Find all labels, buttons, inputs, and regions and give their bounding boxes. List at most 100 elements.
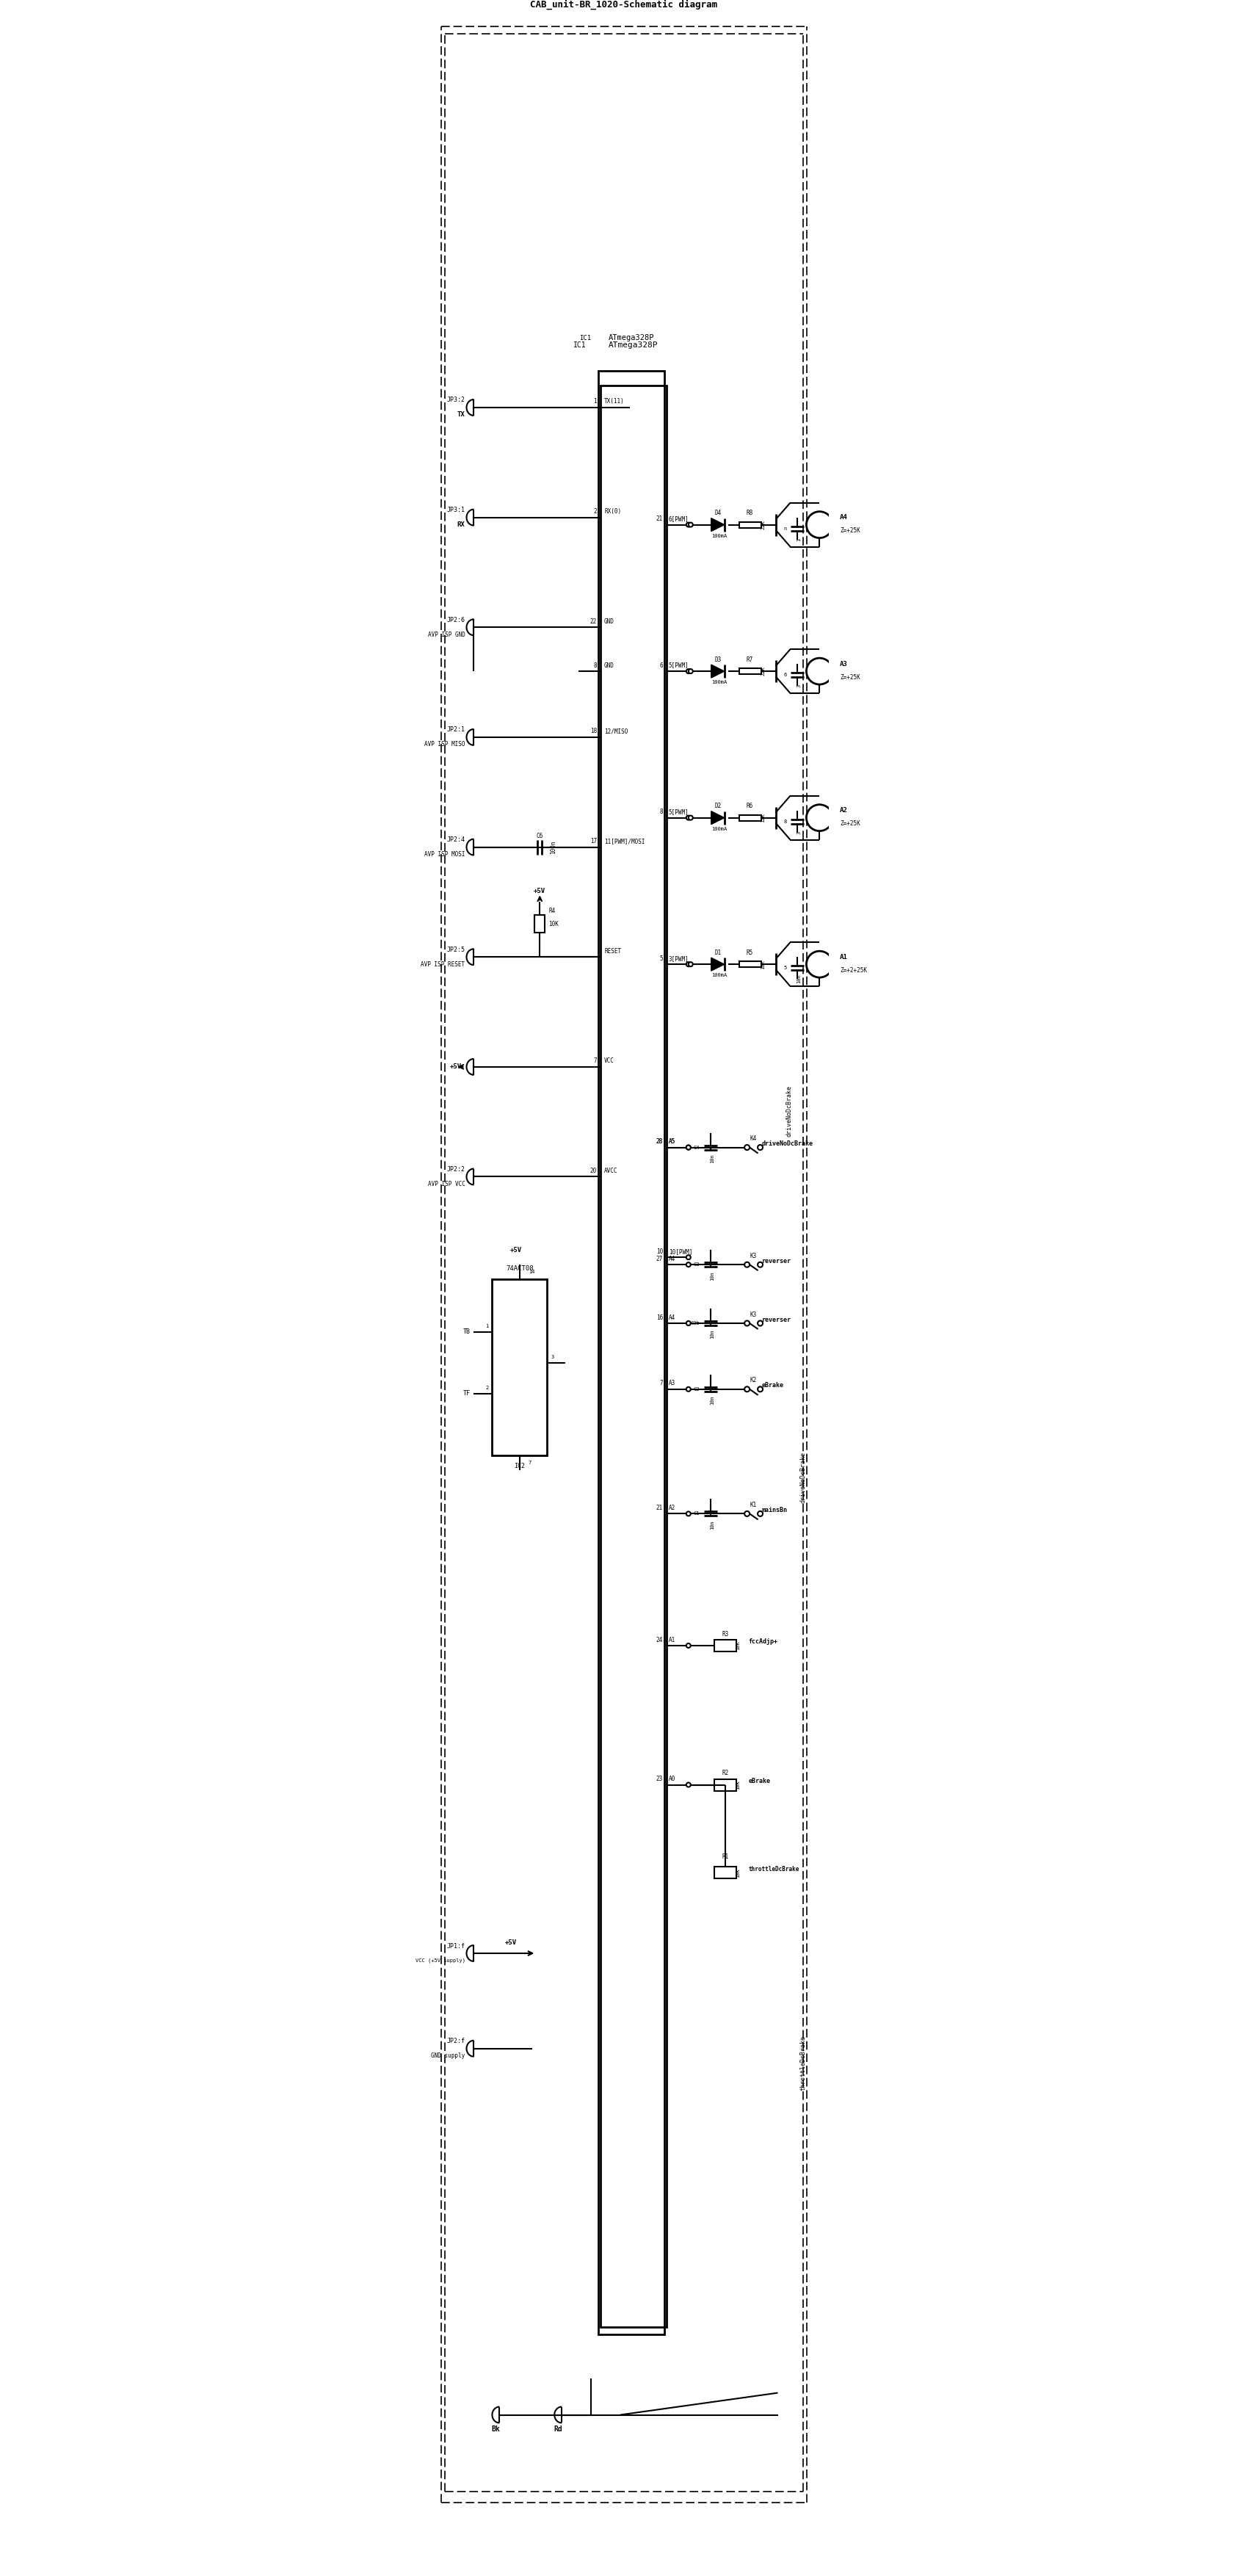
Text: R5: R5: [746, 951, 754, 956]
Text: 1: 1: [485, 1324, 488, 1329]
Text: 10K: 10K: [736, 1780, 740, 1790]
Text: K3: K3: [750, 1252, 758, 1260]
Text: TF: TF: [463, 1391, 470, 1396]
Bar: [598, 371, 664, 2334]
Text: JP2:6: JP2:6: [447, 616, 466, 623]
Text: 14: 14: [528, 1270, 534, 1275]
Text: R1: R1: [721, 1852, 729, 1860]
Text: TX: TX: [457, 412, 466, 417]
Text: 100mA: 100mA: [711, 533, 728, 538]
Text: 3: 3: [550, 1355, 554, 1360]
Text: A2: A2: [840, 806, 847, 814]
Text: 6: 6: [659, 662, 663, 670]
Text: A1: A1: [840, 953, 847, 961]
Text: reverser: reverser: [761, 1316, 791, 1324]
Circle shape: [686, 961, 690, 966]
Text: 100mA: 100mA: [711, 827, 728, 832]
Text: 74ACT08: 74ACT08: [505, 1265, 533, 1273]
Text: 22: 22: [590, 618, 597, 626]
Bar: [739, 961, 761, 966]
Text: AVP ISP MOSI: AVP ISP MOSI: [424, 850, 466, 858]
Text: 8: 8: [784, 819, 786, 824]
Text: 21: 21: [656, 1504, 663, 1512]
Text: RESET: RESET: [604, 948, 622, 953]
Text: A4: A4: [840, 515, 847, 520]
Text: 24: 24: [656, 1636, 663, 1643]
Text: 10n: 10n: [710, 1270, 714, 1280]
Text: R4: R4: [549, 907, 555, 914]
Text: VCC: VCC: [604, 1059, 614, 1064]
Circle shape: [686, 817, 690, 819]
Text: 100mA: 100mA: [711, 974, 728, 976]
Circle shape: [758, 1262, 763, 1267]
Text: TX(11): TX(11): [604, 399, 624, 404]
Text: throttleDcBrake: throttleDcBrake: [749, 1865, 800, 1873]
Text: C3b: C3b: [690, 1321, 699, 1327]
Text: throttleDcBrake: throttleDcBrake: [800, 2035, 806, 2092]
Text: JP2:5: JP2:5: [447, 945, 466, 953]
Bar: [534, 914, 545, 933]
Circle shape: [686, 1321, 690, 1327]
Text: K2: K2: [750, 1378, 758, 1383]
Text: JP3:2: JP3:2: [447, 397, 466, 404]
Text: 8: 8: [659, 809, 663, 814]
Text: JP2:f: JP2:f: [447, 2038, 466, 2045]
Text: ATmega328P: ATmega328P: [609, 343, 658, 348]
Text: C4: C4: [693, 1146, 699, 1149]
Text: A4: A4: [669, 1255, 675, 1262]
Text: 10K: 10K: [761, 961, 765, 969]
Text: +5V: +5V: [449, 1064, 462, 1069]
Circle shape: [689, 817, 693, 819]
Text: A1: A1: [669, 1636, 675, 1643]
Text: RX(0): RX(0): [604, 507, 622, 515]
Text: A: A: [816, 814, 822, 822]
Circle shape: [686, 1512, 690, 1515]
Circle shape: [686, 1255, 690, 1260]
Circle shape: [686, 523, 690, 528]
Text: JP2:1: JP2:1: [447, 726, 466, 734]
Text: 10n: 10n: [710, 1154, 714, 1164]
Text: 28: 28: [656, 1139, 663, 1144]
Circle shape: [806, 804, 832, 832]
Circle shape: [689, 670, 693, 672]
Circle shape: [745, 1144, 750, 1149]
Text: JP2:2: JP2:2: [447, 1167, 466, 1172]
Text: 7: 7: [594, 1059, 597, 1064]
Text: RX: RX: [457, 520, 466, 528]
Text: C2: C2: [693, 1386, 699, 1391]
Text: 10K: 10K: [549, 920, 559, 927]
Circle shape: [806, 951, 832, 976]
Bar: [714, 1868, 736, 1878]
Text: IC2: IC2: [514, 1463, 525, 1468]
Text: 5: 5: [659, 956, 663, 961]
Text: D2: D2: [714, 804, 721, 809]
Text: CAB_unit-BR_1020-Schematic diagram: CAB_unit-BR_1020-Schematic diagram: [530, 0, 718, 10]
Text: AVP ISP GND: AVP ISP GND: [428, 631, 466, 639]
Text: 23: 23: [656, 1775, 663, 1783]
Text: 10K: 10K: [736, 1641, 740, 1651]
Text: Bk: Bk: [492, 2427, 500, 2434]
Text: driveNoDcBrake: driveNoDcBrake: [761, 1141, 814, 1146]
Circle shape: [806, 657, 832, 685]
Text: Z=+25K: Z=+25K: [840, 528, 860, 533]
Text: AVP ISP RESET: AVP ISP RESET: [421, 961, 466, 969]
Bar: [600, 386, 666, 2326]
Text: 17: 17: [590, 837, 597, 845]
Text: Z=+25K: Z=+25K: [840, 819, 860, 827]
Text: AVP ISP MISO: AVP ISP MISO: [424, 742, 466, 747]
Text: 11[PWM]/MOSI: 11[PWM]/MOSI: [604, 837, 645, 845]
Text: K3: K3: [750, 1311, 758, 1319]
Text: C6: C6: [537, 832, 543, 840]
Text: 7: 7: [528, 1461, 532, 1466]
Text: 10n: 10n: [710, 1520, 714, 1530]
Circle shape: [689, 523, 693, 528]
Text: R3: R3: [721, 1631, 729, 1638]
Text: driveNoDcBrake: driveNoDcBrake: [786, 1084, 792, 1136]
Text: K4: K4: [750, 1136, 758, 1141]
Text: Rd: Rd: [554, 2427, 563, 2434]
Text: 12K: 12K: [761, 814, 765, 822]
Text: 10n: 10n: [796, 974, 801, 984]
Text: 8: 8: [594, 662, 597, 670]
Text: 21: 21: [656, 515, 663, 523]
Circle shape: [745, 1512, 750, 1517]
